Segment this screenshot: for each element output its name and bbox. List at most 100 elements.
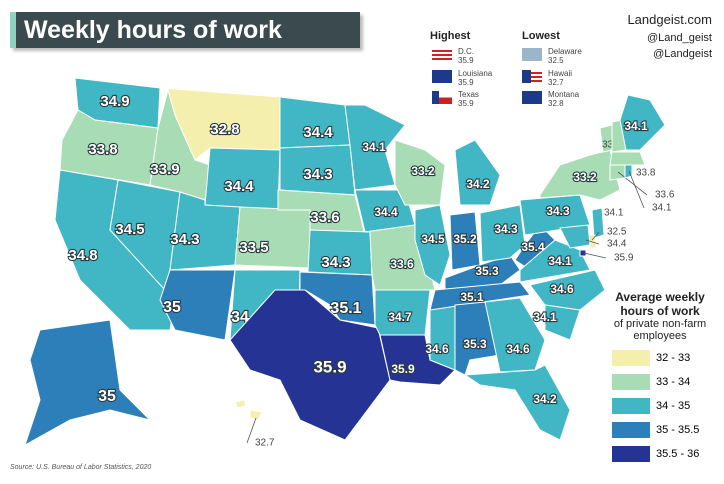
region <box>609 151 646 166</box>
region-value: 34.1 <box>604 208 624 219</box>
label: Hawaii <box>548 69 573 78</box>
lowest-item: Montana 32.8 <box>548 90 579 108</box>
region-value: 33.5 <box>239 239 268 256</box>
label: Montana <box>548 90 580 99</box>
region-value: 34.2 <box>533 392 557 406</box>
flag <box>522 70 542 83</box>
region-value: 35.9 <box>391 362 415 376</box>
region <box>234 399 247 409</box>
legend-subtitle: of private non-farm employees <box>613 318 707 342</box>
region-value: 34.3 <box>170 231 199 248</box>
leader-line <box>583 252 607 259</box>
leader-line <box>628 170 645 209</box>
flag <box>522 91 542 104</box>
highest-title: Highest <box>430 30 471 42</box>
highest-item: Texas 35.9 <box>458 90 479 108</box>
region-value: 33.6 <box>655 190 675 201</box>
region <box>609 164 626 181</box>
legend-item: 35.5 - 36 <box>612 446 716 462</box>
region-value: 34.5 <box>421 232 445 246</box>
leader-line <box>585 239 600 245</box>
region-value: 34.6 <box>550 282 574 296</box>
region <box>544 304 581 341</box>
value: 32.7 <box>548 78 564 87</box>
region-value: 34.2 <box>466 177 490 191</box>
region-value: 34.1 <box>624 119 648 133</box>
region <box>229 289 391 441</box>
value: 35.9 <box>458 78 474 87</box>
region-value: 32.5 <box>607 227 627 238</box>
legend-label: 33 - 34 <box>656 376 691 388</box>
region <box>539 149 621 201</box>
value: 32.5 <box>548 56 564 65</box>
region-value: 35.3 <box>475 264 499 278</box>
legend: Average weekly hours of work of private … <box>600 290 720 342</box>
region-value: 34.8 <box>68 247 97 264</box>
legend-label: 35.5 - 36 <box>656 448 700 460</box>
legend-swatch <box>612 350 650 366</box>
region-value: 35.1 <box>460 290 484 304</box>
region-value: 34.1 <box>533 310 557 324</box>
region-value: 33.2 <box>573 170 597 184</box>
region-value: 34.3 <box>321 254 350 271</box>
flag <box>522 48 542 61</box>
highest-item: D.C. 35.9 <box>458 47 474 65</box>
region-value: 34.4 <box>374 205 398 219</box>
label: Delaware <box>548 47 582 56</box>
legend-label: 32 - 33 <box>656 352 691 364</box>
region-value: 35.1 <box>330 300 361 317</box>
brand-instagram: @Land_geist <box>647 32 712 44</box>
region <box>234 206 311 269</box>
highest-item: Louisiana 35.9 <box>458 69 492 87</box>
value: 35.9 <box>458 99 474 108</box>
region <box>591 207 605 239</box>
region <box>414 204 451 286</box>
lowest-item: Delaware 32.5 <box>548 47 582 65</box>
region-value: 35 <box>98 388 116 405</box>
legend-title: Average weekly hours of work <box>615 290 705 318</box>
region <box>619 94 666 151</box>
region-value: 34.1 <box>652 203 672 214</box>
region-value: 33.2 <box>411 164 435 178</box>
flag <box>432 70 452 83</box>
region-value: 34.1 <box>362 140 386 154</box>
region-value: 33.8 <box>88 141 117 158</box>
region-value: 33.8 <box>636 168 656 179</box>
region <box>429 281 531 311</box>
region-value: 34.7 <box>388 310 412 324</box>
region-value: 32.7 <box>255 438 275 449</box>
region <box>159 269 236 341</box>
source: Source: U.S. Bureau of Labor Statistics,… <box>10 464 152 471</box>
region <box>344 104 406 191</box>
region <box>484 297 546 373</box>
legend-swatch <box>612 374 650 390</box>
region <box>559 224 591 249</box>
region-value: 34.1 <box>548 254 572 268</box>
region-value: 34.4 <box>303 124 333 141</box>
region <box>463 364 571 441</box>
region-value: 32.8 <box>210 121 239 138</box>
region-value: 34.4 <box>224 178 254 195</box>
leader-line <box>591 231 600 241</box>
legend-item: 32 - 33 <box>612 350 716 366</box>
legend-item: 35 - 35.5 <box>612 422 716 438</box>
label: Texas <box>458 90 479 99</box>
label: Louisiana <box>458 69 493 78</box>
legend-swatch <box>612 446 650 462</box>
region-value: 35 <box>163 299 181 316</box>
brand-site: Landgeist.com <box>627 12 712 27</box>
region-value: 33.6 <box>390 257 414 271</box>
flag <box>432 48 452 61</box>
title: Weekly hours of work <box>10 12 360 48</box>
region <box>454 139 501 206</box>
region <box>519 239 591 283</box>
legend-label: 34 - 35 <box>656 400 691 412</box>
legend-swatch <box>612 422 650 438</box>
region <box>24 319 152 447</box>
region-value: 34.3 <box>546 204 570 218</box>
flag <box>432 91 452 104</box>
region-value: 34.5 <box>115 221 144 238</box>
region-value: 35.9 <box>313 357 346 376</box>
region <box>579 249 587 257</box>
